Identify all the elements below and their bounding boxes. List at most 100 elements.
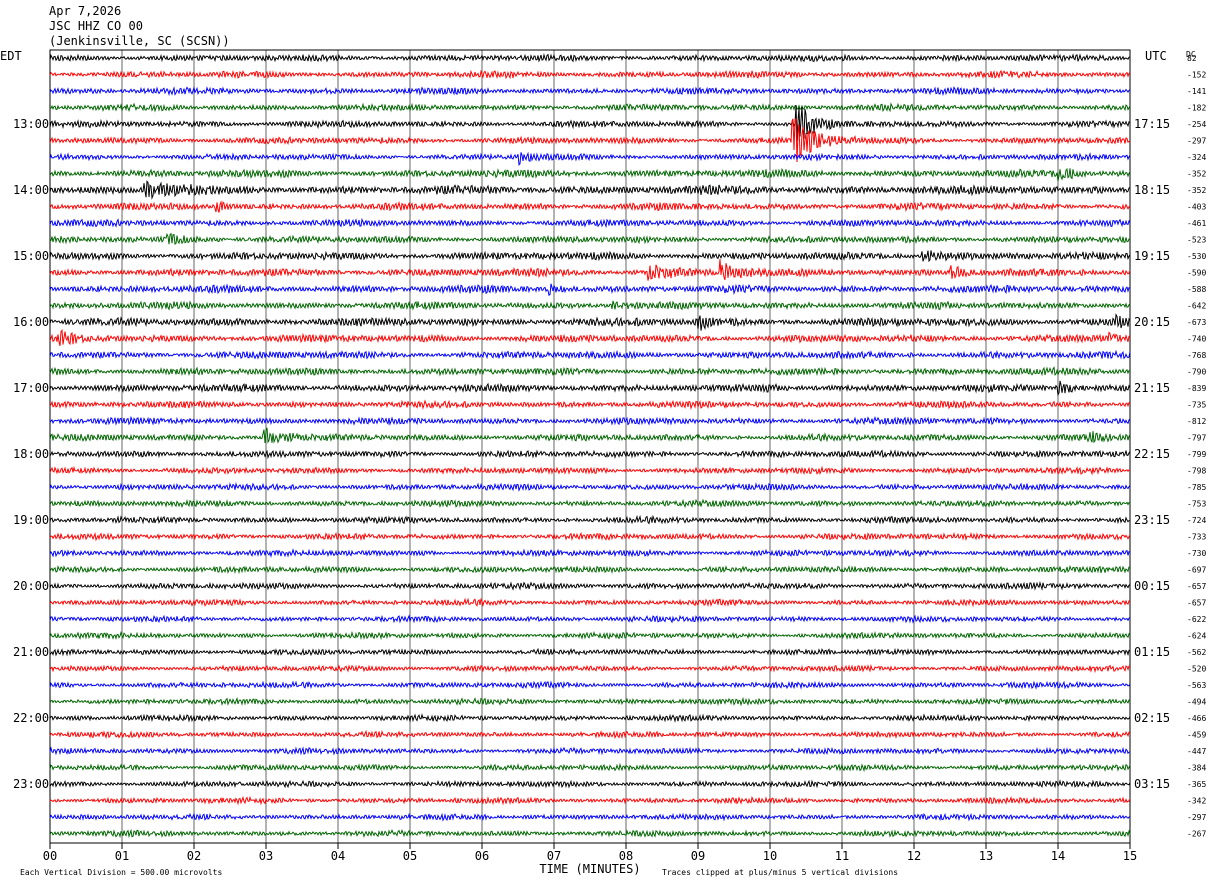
trace-line [49,696,1131,707]
dc-offset-label: -461 [1187,219,1206,228]
trace-line [49,680,1131,690]
left-hour-label: 17:00 [13,381,49,395]
x-tick-label: 01 [115,849,129,863]
dc-header: DC [1186,50,1196,59]
left-hour-label: 13:00 [13,117,49,131]
trace-line [49,630,1131,641]
dc-offset-label: -798 [1187,467,1206,476]
trace-line [49,762,1131,773]
dc-offset-label: -733 [1187,533,1206,542]
dc-offset-label: -384 [1187,764,1206,773]
dc-offset-label: -657 [1187,582,1206,591]
trace-line [49,328,1131,346]
dc-offset-label: -563 [1187,681,1206,690]
dc-offset-label: -622 [1187,615,1206,624]
trace-line [49,449,1131,460]
trace-line [49,482,1131,492]
x-tick-label: 07 [547,849,561,863]
trace-line [49,597,1131,608]
x-tick-label: 12 [907,849,921,863]
trace-group [49,52,1131,839]
trace-line [49,167,1131,182]
dc-offset-label: -642 [1187,302,1206,311]
x-tick-label: 06 [475,849,489,863]
dc-offset-label: -520 [1187,665,1206,674]
right-hour-label: 17:15 [1134,117,1170,131]
station-location: (Jenkinsville, SC (SCSN)) [49,34,230,48]
dc-offset-label: -494 [1187,698,1206,707]
dc-offset-label: -365 [1187,780,1206,789]
trace-line [49,85,1131,97]
dc-offset-label: -839 [1187,384,1206,393]
dc-offset-label: -657 [1187,599,1206,608]
trace-line [49,69,1131,80]
dc-offset-label: -297 [1187,813,1206,822]
dc-offset-label: -790 [1187,368,1206,377]
dc-offset-label: -297 [1187,137,1206,146]
x-tick-label: 11 [835,849,849,863]
trace-line [49,259,1131,281]
x-tick-label: 10 [763,849,777,863]
trace-line [49,349,1131,360]
left-hour-label: 15:00 [13,249,49,263]
dc-offset-label: -673 [1187,318,1206,327]
minute-grid [49,49,1131,849]
dc-offset-label: -730 [1187,549,1206,558]
trace-line [49,313,1131,331]
trace-line [49,283,1131,297]
dc-offset-label: -466 [1187,714,1206,723]
trace-line [49,180,1131,200]
x-tick-label: 04 [331,849,345,863]
plot-frame [49,49,1131,844]
trace-line [49,713,1131,723]
trace-line [49,564,1131,575]
trace-line [49,427,1131,444]
x-axis-title: TIME (MINUTES) [539,862,640,876]
left-hour-label: 19:00 [13,513,49,527]
dc-offset-label: -735 [1187,401,1206,410]
dc-offset-label: -797 [1187,434,1206,443]
trace-line [49,779,1131,789]
right-hour-label: 00:15 [1134,579,1170,593]
right-timezone-label: UTC [1145,49,1167,63]
right-hour-label: 22:15 [1134,447,1170,461]
left-hour-label: 20:00 [13,579,49,593]
x-tick-label: 00 [43,849,57,863]
trace-line [49,380,1131,397]
dc-offset-label: -254 [1187,120,1206,129]
right-hour-label: 02:15 [1134,711,1170,725]
x-tick-label: 08 [619,849,633,863]
trace-line [49,746,1131,756]
dc-offset-label: -523 [1187,236,1206,245]
dc-offset-label: -447 [1187,747,1206,756]
x-tick-label: 09 [691,849,705,863]
trace-line [49,366,1131,377]
trace-line [49,580,1131,591]
trace-line [49,812,1131,822]
dc-offset-label: -459 [1187,731,1206,740]
plot-date: Apr 7,2026 [49,4,122,18]
trace-line [49,399,1131,411]
trace-line [49,647,1131,657]
trace-line [49,217,1131,229]
dc-offset-label: -562 [1187,648,1206,657]
left-hour-label: 18:00 [13,447,49,461]
dc-offset-label: 82 [1187,54,1197,63]
dc-offset-label: -590 [1187,269,1206,278]
dc-offset-label: -141 [1187,87,1206,96]
trace-line [49,548,1131,559]
trace-line [49,117,1131,163]
x-tick-label: 14 [1051,849,1065,863]
trace-line [49,531,1131,542]
trace-line [49,828,1131,839]
trace-line [49,200,1131,213]
right-hour-label: 01:15 [1134,645,1170,659]
x-tick-label: 05 [403,849,417,863]
dc-offset-label: -324 [1187,153,1206,162]
trace-line [49,664,1131,674]
dc-offset-label: -530 [1187,252,1206,261]
dc-offset-label: -724 [1187,516,1206,525]
x-tick-label: 15 [1123,849,1137,863]
trace-line [49,729,1131,740]
label-group: EDT UTC DC TIME (MINUTES) Each Vertical … [0,49,1206,877]
